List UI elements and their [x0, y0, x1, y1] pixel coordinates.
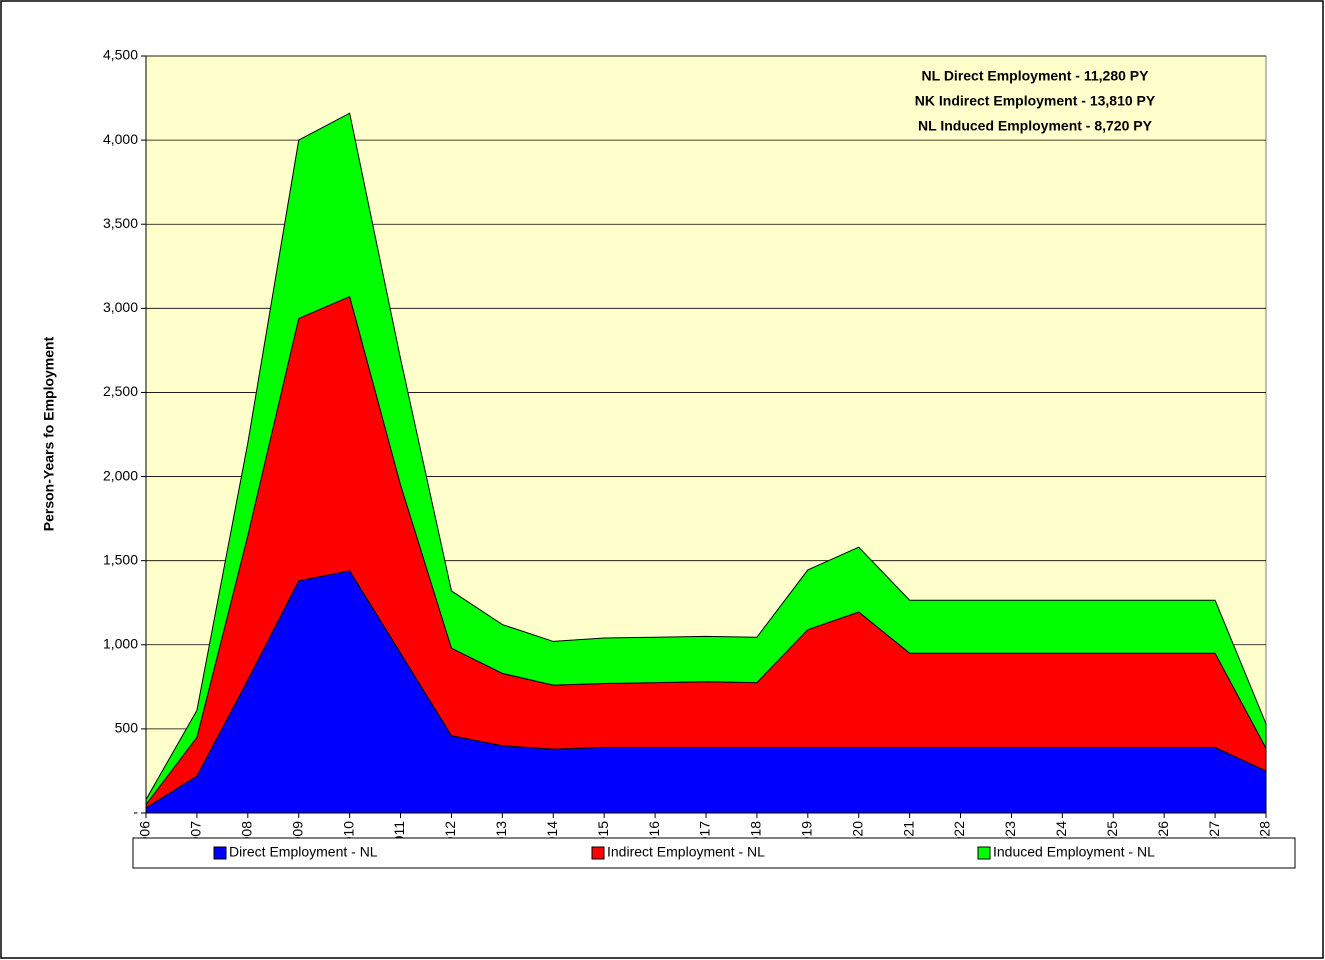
legend-label: Induced Employment - NL: [993, 844, 1155, 860]
y-tick-label: 2,000: [103, 467, 138, 483]
y-tick-label: 3,500: [103, 215, 138, 231]
y-tick-label: 1,000: [103, 635, 138, 651]
legend-box: [132, 837, 1296, 869]
annotation: NL Direct Employment - 11,280 PY: [922, 68, 1150, 84]
annotation: NK Indirect Employment - 13,810 PY: [915, 93, 1156, 109]
legend-swatch: [213, 846, 227, 860]
legend-label: Indirect Employment - NL: [607, 844, 765, 860]
y-tick-label: 4,000: [103, 131, 138, 147]
legend-swatch: [591, 846, 605, 860]
legend-swatch: [977, 846, 991, 860]
y-tick-label: 4,500: [103, 47, 138, 63]
y-tick-label: 1,500: [103, 551, 138, 567]
legend-label: Direct Employment - NL: [229, 844, 378, 860]
annotation: NL Induced Employment - 8,720 PY: [918, 118, 1153, 134]
area: [145, 112, 1267, 807]
y-axis-label: Person-Years fo Employment: [41, 336, 57, 531]
y-tick-label: 500: [115, 720, 139, 736]
y-tick-label: 3,000: [103, 299, 138, 315]
y-tick-label: 2,500: [103, 383, 138, 399]
y-tick-label: -: [133, 804, 138, 820]
